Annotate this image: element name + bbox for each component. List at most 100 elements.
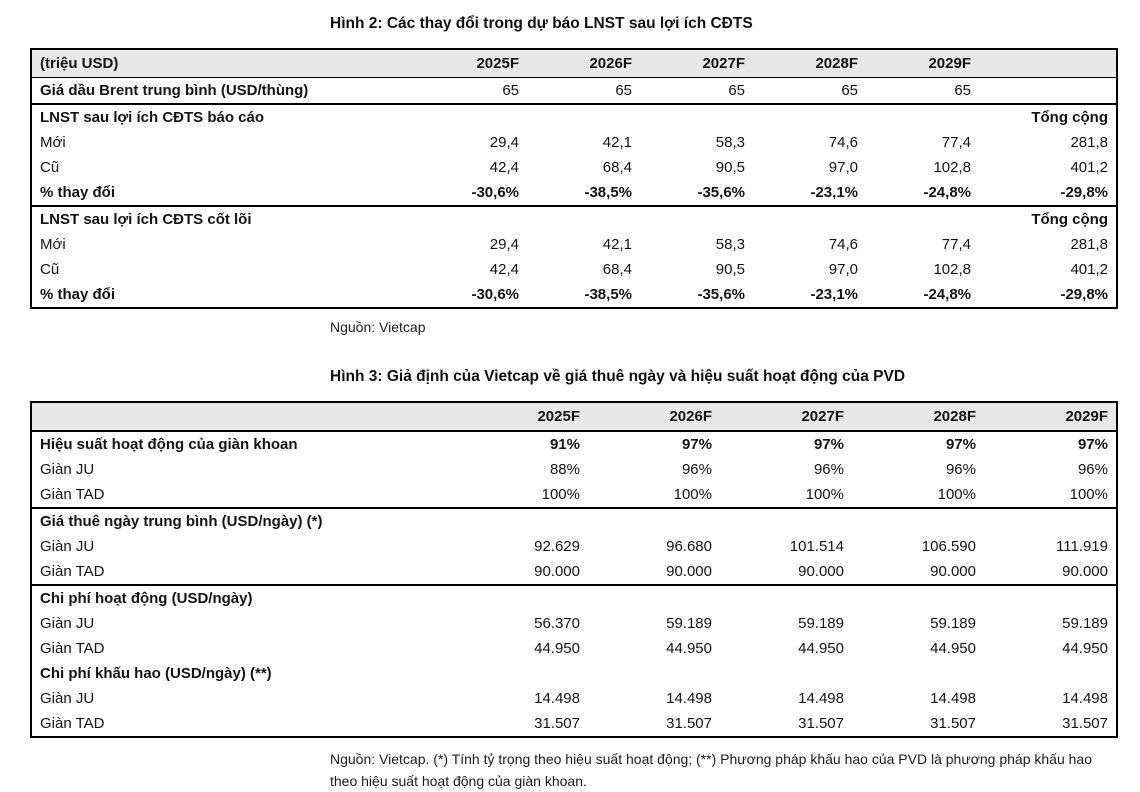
cell-value: 281,8: [1070, 236, 1108, 253]
cell-value: [456, 508, 588, 534]
cell-value: 102,8: [933, 261, 971, 278]
row-label: Cũ: [40, 261, 60, 278]
row-label: Giàn TAD: [40, 640, 105, 657]
row-label: Giá dầu Brent trung bình (USD/thùng): [31, 77, 414, 105]
table-row: Cũ 42,4 68,4 90,5 97,0 102,8 401,2: [31, 155, 1117, 180]
row-label: Giàn TAD: [31, 559, 456, 586]
table-row: Mới 29,4 42,1 58,3 74,6 77,4 281,8: [31, 130, 1117, 155]
cell-value: 74,6: [828, 134, 858, 151]
cell-value: 111.919: [1056, 538, 1108, 555]
cell-value: 92.629: [534, 538, 580, 555]
cell-value: [527, 206, 640, 232]
cell-value: 59.189: [666, 615, 712, 632]
cell-value: 29,4: [489, 134, 519, 151]
cell-value: 77,4: [941, 236, 971, 253]
row-label: Giàn TAD: [40, 715, 105, 732]
cell-value: 97,0: [828, 159, 858, 176]
cell-value: 88%: [549, 461, 580, 478]
row-label: LNST sau lợi ích CĐTS cốt lõi: [40, 211, 252, 228]
row-label: Giàn JU: [40, 538, 95, 555]
cell-value: 90.000: [984, 559, 1117, 586]
cell-value: 97%: [945, 436, 976, 453]
table-row: Giàn TAD 90.000 90.000 90.000 90.000 90.000: [31, 559, 1117, 586]
cell-value: 31.507: [1062, 715, 1108, 732]
cell-value: -24,8%: [866, 180, 979, 207]
cell-value: 106.590: [921, 538, 976, 555]
cell-value: [588, 585, 720, 611]
column-header-2029f: 2029F: [984, 402, 1117, 432]
cell-value: -30,6%: [471, 286, 519, 303]
cell-value: 90,5: [715, 159, 745, 176]
column-header-empty: [31, 402, 456, 432]
cell-value: [720, 508, 852, 534]
cell-value: [753, 104, 866, 130]
table-row: Giàn TAD 100% 100% 100% 100% 100%: [31, 482, 1117, 509]
cell-value: 77,4: [941, 134, 971, 151]
table-row: Cũ 42,4 68,4 90,5 97,0 102,8 401,2: [31, 257, 1117, 282]
cell-value: 65: [866, 77, 979, 105]
cell-value: 14.498: [534, 690, 580, 707]
table-row: Giàn JU 14.498 14.498 14.498 14.498 14.498: [31, 686, 1117, 711]
column-header-2025f: 2025F: [414, 49, 527, 78]
cell-value: 102,8: [933, 159, 971, 176]
figure-2-source: Nguồn: Vietcap: [330, 319, 426, 335]
table-row: LNST sau lợi ích CĐTS báo cáo Tổng cộng: [31, 104, 1117, 130]
cell-value: 65: [753, 77, 866, 105]
cell-value: 68,4: [602, 261, 632, 278]
cell-value: [852, 661, 984, 686]
table-row: Mới 29,4 42,1 58,3 74,6 77,4 281,8: [31, 232, 1117, 257]
cell-value: 44.950: [798, 640, 844, 657]
cell-value: -35,6%: [640, 180, 753, 207]
column-header-2028f: 2028F: [753, 49, 866, 78]
cell-value: -30,6%: [414, 180, 527, 207]
cell-value: [852, 508, 984, 534]
cell-value: 42,4: [489, 261, 519, 278]
cell-value: 100%: [852, 482, 984, 509]
cell-value: 100%: [720, 482, 852, 509]
cell-value: 90.000: [588, 559, 720, 586]
cell-value: [456, 661, 588, 686]
row-label: Hiệu suất hoạt động của giàn khoan: [40, 436, 298, 453]
cell-value: 14.498: [1062, 690, 1108, 707]
table-row: Giàn TAD 44.950 44.950 44.950 44.950 44.950: [31, 636, 1117, 661]
column-header-2029f: 2029F: [866, 49, 979, 78]
cell-value: -23,1%: [753, 180, 866, 207]
cell-value: 90.000: [852, 559, 984, 586]
cell-value: 59.189: [1062, 615, 1108, 632]
cell-value: 44.950: [534, 640, 580, 657]
cell-value: 44.950: [930, 640, 976, 657]
cell-value: Tổng cộng: [1031, 211, 1108, 228]
table-row: Giàn JU 88% 96% 96% 96% 96%: [31, 457, 1117, 482]
cell-value: 58,3: [715, 134, 745, 151]
cell-value: 68,4: [602, 159, 632, 176]
cell-value: [527, 104, 640, 130]
row-label: Chi phí khấu hao (USD/ngày) (**): [40, 665, 272, 682]
cell-value: 31.507: [666, 715, 712, 732]
cell-value: 401,2: [1070, 159, 1108, 176]
figure-3-section: Hình 3: Giả định của Vietcap về giá thuê…: [0, 337, 1140, 792]
cell-value: [984, 661, 1117, 686]
cell-value: 100%: [984, 482, 1117, 509]
figure-3-header-row: 2025F 2026F 2027F 2028F 2029F: [31, 402, 1117, 432]
cell-value: 59.189: [930, 615, 976, 632]
column-header-2027f: 2027F: [720, 402, 852, 432]
cell-value: 97,0: [828, 261, 858, 278]
column-header-2026f: 2026F: [527, 49, 640, 78]
table-row: LNST sau lợi ích CĐTS cốt lõi Tổng cộng: [31, 206, 1117, 232]
cell-value: 96%: [945, 461, 976, 478]
cell-value: 65: [640, 77, 753, 105]
cell-value: 96%: [813, 461, 844, 478]
column-header-2027f: 2027F: [640, 49, 753, 78]
cell-value: 14.498: [798, 690, 844, 707]
column-header-2028f: 2028F: [852, 402, 984, 432]
table-row: Chi phí khấu hao (USD/ngày) (**): [31, 661, 1117, 686]
row-label: Giàn JU: [40, 615, 95, 632]
cell-value: 90,5: [715, 261, 745, 278]
column-header-total: [979, 49, 1117, 78]
cell-value: 31.507: [798, 715, 844, 732]
table-row: % thay đổi -30,6% -38,5% -35,6% -23,1% -24,8%…: [31, 282, 1117, 308]
row-label: Mới: [40, 236, 66, 253]
cell-value: 14.498: [666, 690, 712, 707]
cell-value: 65: [414, 77, 527, 105]
table-row: Giàn JU 56.370 59.189 59.189 59.189 59.189: [31, 611, 1117, 636]
